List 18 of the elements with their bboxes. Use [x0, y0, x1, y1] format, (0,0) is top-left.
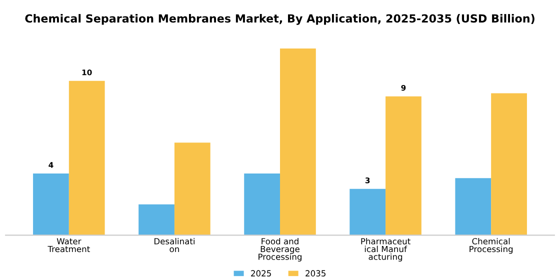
chart-title: Chemical Separation Membranes Market, By Application, 2025-2035 (USD Billion) [25, 14, 534, 25]
bar [174, 142, 210, 236]
legend-label: 2025 [251, 270, 271, 276]
bar [455, 178, 492, 236]
x-tick-label: Water Treatment [48, 238, 90, 252]
bar [350, 188, 386, 236]
bar [68, 80, 105, 236]
bar [280, 48, 316, 236]
bar [491, 93, 527, 236]
x-tick-label: Desalinati on [154, 238, 194, 252]
bar [138, 204, 174, 236]
x-tick-label: Chemical Processing [470, 238, 513, 254]
legend-label: 2035 [306, 270, 326, 276]
bar [33, 173, 69, 236]
x-tick-label: Food and Beverage Processing [258, 238, 302, 262]
bar [244, 173, 280, 236]
x-tick-label: Pharmaceut ical Manuf acturing [361, 238, 410, 262]
bar [386, 96, 422, 236]
